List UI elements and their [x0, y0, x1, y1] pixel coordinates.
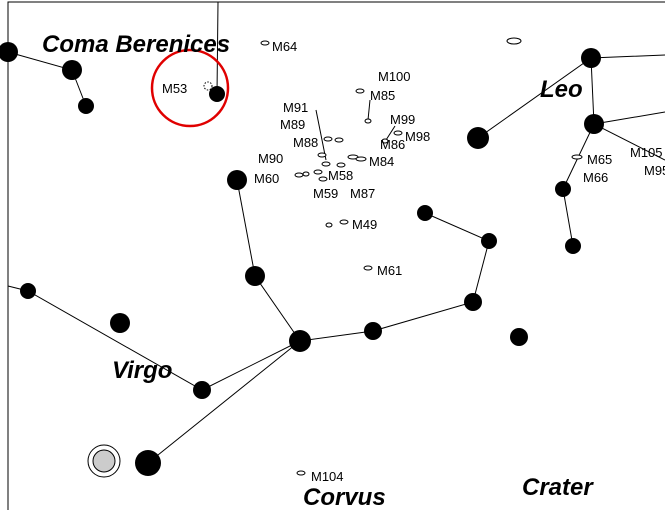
object-label: M88	[293, 135, 318, 150]
galaxies	[203, 37, 583, 476]
constellation-label: Corvus	[303, 484, 386, 510]
highlight-circle	[150, 48, 230, 128]
object-label: M85	[370, 88, 395, 103]
constellation-label: Coma Berenices	[42, 31, 230, 58]
object-label: M64	[272, 39, 297, 54]
object-label: M61	[377, 263, 402, 278]
object-label: M104	[311, 469, 344, 484]
object-label: M90	[258, 151, 283, 166]
object-label: M49	[352, 217, 377, 232]
object-label: M105	[630, 145, 663, 160]
object-label: M66	[583, 170, 608, 185]
labels: Coma Berenices Leo Virgo Corvus Crater M…	[42, 31, 665, 510]
object-label: M91	[283, 100, 308, 115]
object-label: M60	[254, 171, 279, 186]
object-label: M65	[587, 152, 612, 167]
object-label: M89	[280, 117, 305, 132]
constellation-label: Leo	[540, 76, 583, 103]
object-label: M58	[328, 168, 353, 183]
object-label: M59	[313, 186, 338, 201]
object-label: M100	[378, 69, 411, 84]
object-label: M86	[380, 137, 405, 152]
constellation-label: Virgo	[112, 357, 172, 384]
object-label: M99	[390, 112, 415, 127]
object-label: M84	[369, 154, 394, 169]
object-label: M98	[405, 129, 430, 144]
object-label: M87	[350, 186, 375, 201]
object-label: M95	[644, 163, 665, 178]
frame	[7, 1, 665, 510]
stars	[0, 42, 604, 476]
constellation-label: Crater	[522, 474, 594, 501]
object-label: M53	[162, 81, 187, 96]
planet-inner	[92, 449, 116, 473]
